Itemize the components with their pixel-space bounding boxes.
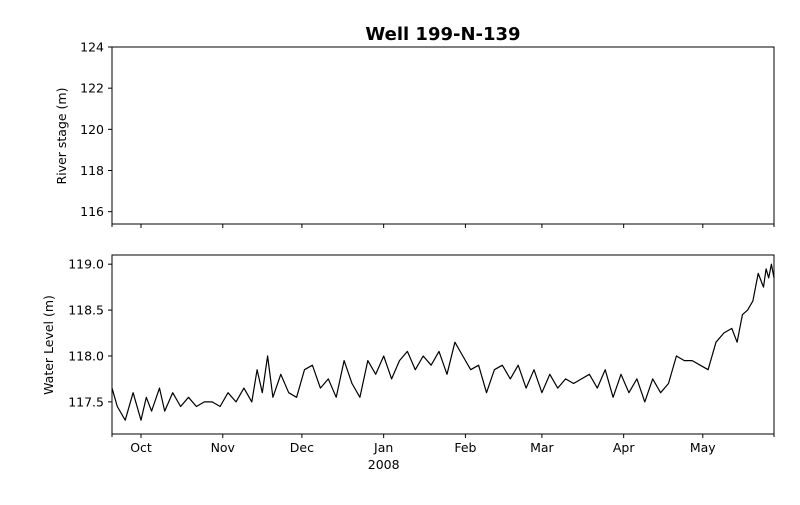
water-level-y-tick-label: 118.0 [68, 348, 104, 363]
water-level-x-tick-label: Oct [130, 440, 152, 455]
water-level-x-tick-label: Mar [530, 440, 554, 455]
river-stage-y-tick-label: 116 [80, 204, 104, 219]
water-level-x-ticks: Oct Nov Dec Jan 2008 Feb Mar Apr May [111, 434, 775, 472]
river-stage-y-tick-label: 124 [80, 40, 104, 55]
water-level-x-tick-year-label: 2008 [368, 457, 400, 472]
water-level-y-tick-label: 119.0 [68, 257, 104, 272]
water-level-x-tick-label: Nov [211, 440, 236, 455]
water-level-y-tick-label: 118.5 [68, 303, 104, 318]
river-stage-y-ticks: 116 118 120 122 124 [80, 40, 112, 219]
water-level-y-axis-label: Water Level (m) [41, 295, 56, 395]
river-stage-y-axis-label: River stage (m) [54, 88, 69, 185]
river-stage-y-tick-label: 122 [80, 81, 104, 96]
water-level-panel: 117.5 118.0 118.5 119.0 Oct Nov Dec Jan 2008 Feb… [41, 254, 775, 472]
river-stage-plot-frame [111, 46, 775, 225]
water-level-x-tick-label: Jan [373, 440, 393, 455]
water-level-x-tick-label: May [690, 440, 716, 455]
water-level-y-ticks: 117.5 118.0 118.5 119.0 [68, 257, 112, 409]
river-stage-y-tick-label: 118 [80, 163, 104, 178]
water-level-x-tick-label: Dec [290, 440, 314, 455]
river-stage-x-ticks [111, 224, 775, 228]
water-level-x-tick-label: Apr [613, 440, 635, 455]
water-level-y-tick-label: 117.5 [68, 394, 104, 409]
river-stage-y-tick-label: 120 [80, 122, 104, 137]
water-level-plot-frame [111, 254, 775, 435]
river-stage-panel: 116 118 120 122 124 River stage (m) [54, 40, 775, 228]
water-level-x-tick-label: Feb [454, 440, 476, 455]
chart-title: Well 199-N-139 [365, 24, 520, 45]
water-level-line [111, 263, 775, 421]
